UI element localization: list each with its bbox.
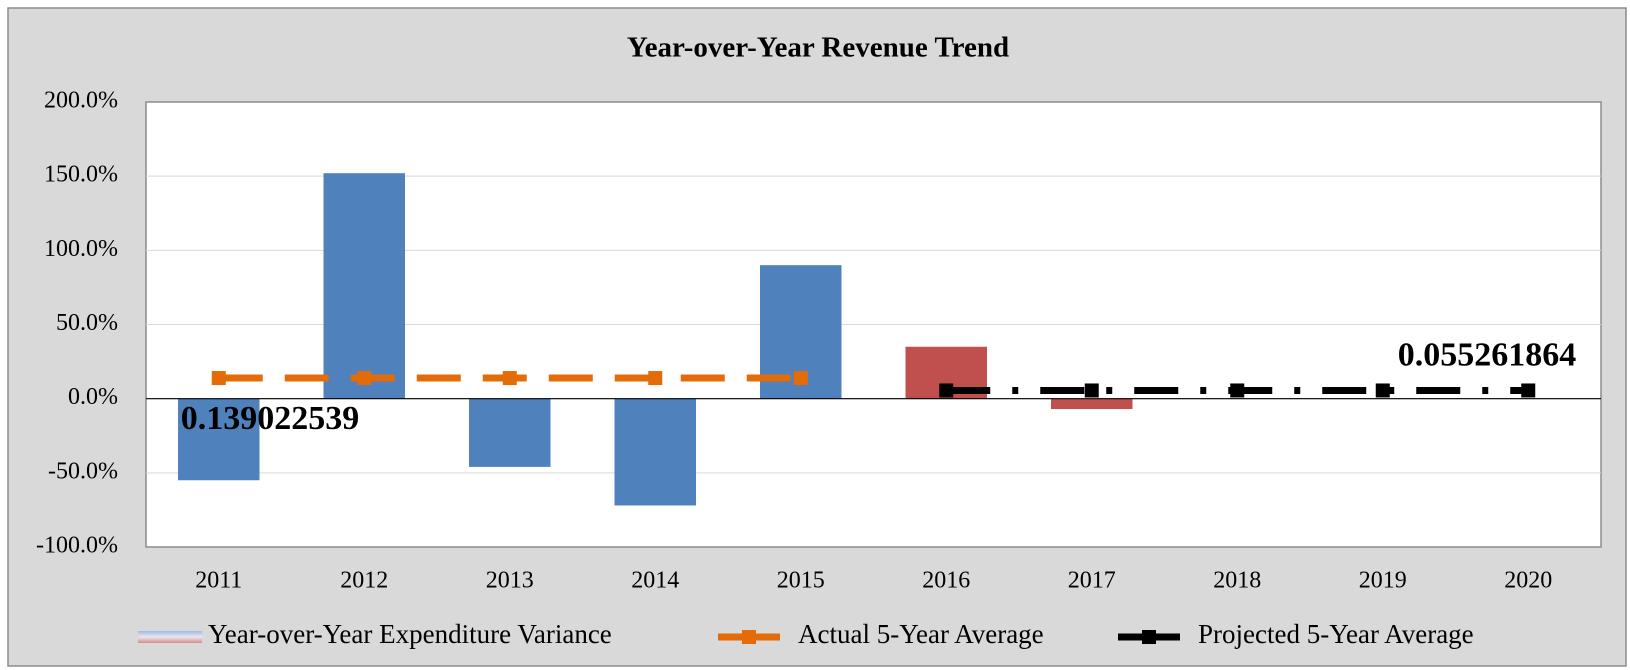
x-tick-label: 2015 [777, 568, 825, 594]
line-marker [211, 371, 226, 386]
legend-marker [742, 630, 756, 644]
x-tick-label: 2014 [631, 568, 679, 594]
chart-title: Year-over-Year Revenue Trend [627, 32, 1009, 64]
line-marker [1230, 383, 1245, 398]
bar [323, 173, 405, 399]
y-tick-label: -50.0% [48, 458, 118, 484]
line-marker [1375, 383, 1390, 398]
data-label: 0.055261864 [1398, 336, 1577, 373]
x-tick-label: 2020 [1504, 568, 1552, 594]
x-tick-label: 2016 [922, 568, 970, 594]
y-tick-label: 50.0% [56, 310, 118, 336]
bar [178, 398, 260, 481]
legend-swatch [138, 631, 202, 643]
y-tick-label: 100.0% [44, 236, 118, 262]
y-tick-label: 0.0% [68, 384, 118, 410]
legend-marker [1142, 630, 1156, 644]
x-tick-label: 2018 [1213, 568, 1261, 594]
line-marker [1521, 383, 1536, 398]
legend-label: Actual 5-Year Average [798, 619, 1044, 649]
bar [1051, 398, 1133, 410]
x-tick-label: 2013 [486, 568, 534, 594]
y-tick-label: -100.0% [36, 533, 118, 559]
bar [614, 398, 696, 506]
legend-label: Year-over-Year Expenditure Variance [208, 619, 612, 649]
line-marker [357, 371, 372, 386]
line-marker [502, 371, 517, 386]
x-tick-label: 2012 [340, 568, 388, 594]
bar [469, 398, 551, 467]
line-marker [648, 371, 663, 386]
y-tick-label: 150.0% [44, 162, 118, 188]
data-label: 0.139022539 [181, 400, 360, 437]
x-tick-label: 2011 [195, 568, 242, 594]
x-tick-label: 2019 [1359, 568, 1407, 594]
line-marker [939, 383, 954, 398]
line-marker [1084, 383, 1099, 398]
legend-label: Projected 5-Year Average [1198, 619, 1474, 649]
y-tick-label: 200.0% [44, 88, 118, 114]
line-marker [793, 371, 808, 386]
x-tick-label: 2017 [1068, 568, 1116, 594]
